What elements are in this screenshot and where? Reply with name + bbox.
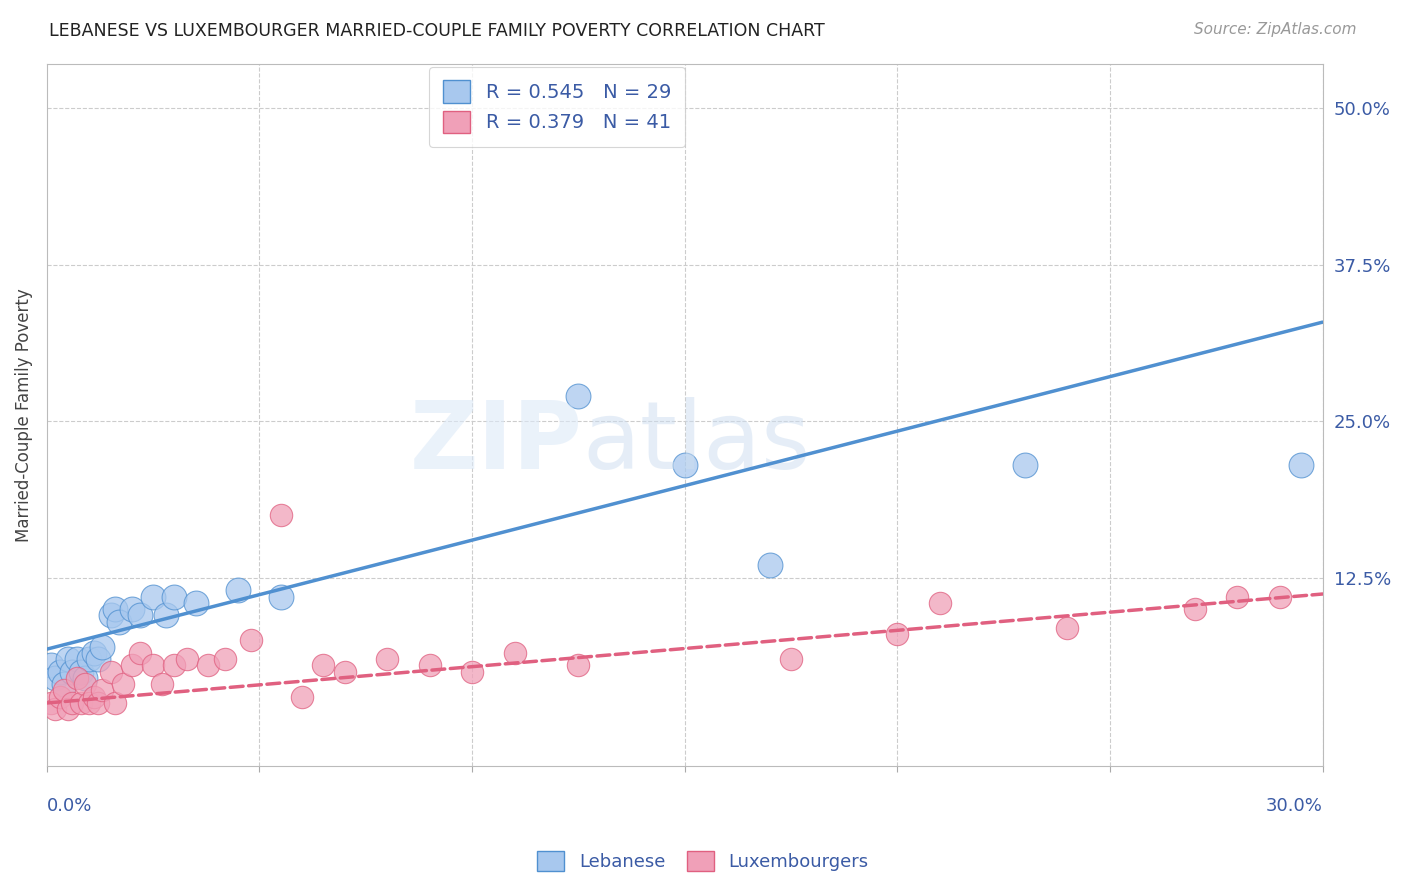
Text: ZIP: ZIP [409,397,582,489]
Text: 30.0%: 30.0% [1265,797,1323,815]
Point [48,690,70,704]
Point [129,646,152,660]
Point [240,633,263,648]
Point [75,677,97,691]
Point [270,508,292,522]
Text: LEBANESE VS LUXEMBOURGER MARRIED-COUPLE FAMILY POVERTY CORRELATION CHART: LEBANESE VS LUXEMBOURGER MARRIED-COUPLE … [49,22,825,40]
Point [104,602,127,616]
Point [79,652,101,666]
Point [129,608,152,623]
Point [56,652,79,666]
Point [60,696,83,710]
Point [104,696,127,710]
Point [52,677,75,691]
Point [100,608,122,623]
Point [39,696,62,710]
Point [312,658,335,673]
Point [52,683,75,698]
Point [121,602,143,616]
Point [87,696,110,710]
Point [1291,458,1313,472]
Point [155,608,177,623]
Point [48,665,70,679]
Point [928,596,950,610]
Point [108,615,131,629]
Point [100,665,122,679]
Point [503,646,526,660]
Point [780,652,803,666]
Point [112,677,135,691]
Text: 0.0%: 0.0% [46,797,93,815]
Text: Source: ZipAtlas.com: Source: ZipAtlas.com [1194,22,1357,37]
Point [197,658,219,673]
Point [1184,602,1206,616]
Point [333,665,356,679]
Point [70,665,93,679]
Point [60,665,83,679]
Point [91,683,114,698]
Point [1268,590,1291,604]
Point [163,590,186,604]
Point [44,702,66,716]
Point [83,690,105,704]
Point [419,658,441,673]
Point [91,640,114,654]
Point [886,627,908,641]
Y-axis label: Married-Couple Family Poverty: Married-Couple Family Poverty [15,288,32,541]
Point [673,458,696,472]
Point [142,590,165,604]
Point [56,702,79,716]
Point [75,671,97,685]
Point [461,665,484,679]
Point [375,652,398,666]
Point [39,658,62,673]
Legend: Lebanese, Luxembourgers: Lebanese, Luxembourgers [530,844,876,879]
Point [66,652,89,666]
Point [184,596,207,610]
Point [758,558,780,573]
Point [214,652,236,666]
Point [176,652,198,666]
Point [150,677,173,691]
Point [1226,590,1249,604]
Point [163,658,186,673]
Point [44,671,66,685]
Point [291,690,314,704]
Point [1056,621,1078,635]
Point [567,389,589,403]
Point [1014,458,1036,472]
Text: atlas: atlas [582,397,811,489]
Point [121,658,143,673]
Point [70,696,93,710]
Point [66,671,89,685]
Point [79,696,101,710]
Point [270,590,292,604]
Point [87,652,110,666]
Point [567,658,589,673]
Legend: R = 0.545   N = 29, R = 0.379   N = 41: R = 0.545 N = 29, R = 0.379 N = 41 [429,67,685,146]
Point [83,646,105,660]
Point [226,583,249,598]
Point [142,658,165,673]
